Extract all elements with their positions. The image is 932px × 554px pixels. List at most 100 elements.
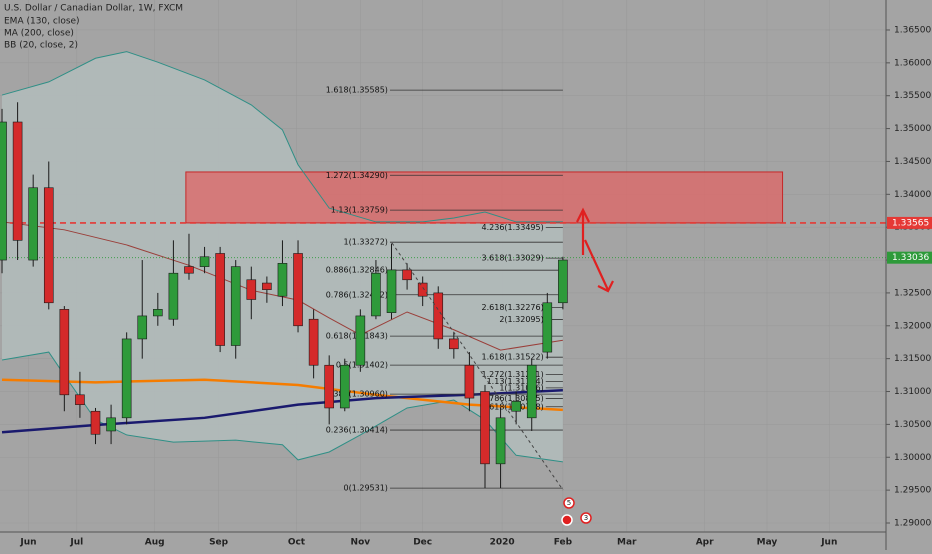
candle-body xyxy=(262,282,272,290)
y-tick-label: 1.34500 xyxy=(894,157,931,167)
candle-body xyxy=(106,417,116,432)
y-tick-label: 1.29000 xyxy=(894,518,931,528)
candle-body xyxy=(433,292,444,340)
y-tick-label: 1.32500 xyxy=(894,288,931,298)
fib-label: 1.13(1.33759) xyxy=(331,206,388,215)
fib-label: 0(1.29531) xyxy=(344,484,388,493)
candle-body xyxy=(526,364,537,419)
candle-body xyxy=(495,417,506,465)
y-tick-label: 1.35500 xyxy=(894,91,931,101)
x-tick-label: May xyxy=(757,538,778,548)
y-tick-label: 1.30500 xyxy=(894,420,931,430)
legend-entry: EMA (130, close) xyxy=(4,17,80,27)
candle-body xyxy=(137,315,148,340)
x-tick-label: Dec xyxy=(413,538,432,548)
x-tick-label: Jul xyxy=(69,538,83,548)
candle-body xyxy=(43,187,54,304)
candle-body xyxy=(449,338,459,350)
chart-title: U.S. Dollar / Canadian Dollar, 1W, FXCM xyxy=(4,4,183,14)
candle-body xyxy=(230,266,241,346)
fib-label: 1.272(1.31261) xyxy=(482,370,544,379)
candle-body xyxy=(324,364,334,409)
price-tag-label: 1.33036 xyxy=(892,253,929,263)
candle-body xyxy=(480,391,490,465)
fib-label: 3.618(1.33029) xyxy=(482,254,544,263)
candle-body xyxy=(199,256,210,267)
fib-label: 1.618(1.31522) xyxy=(482,353,544,362)
candle-body xyxy=(371,272,381,317)
x-tick-label: Mar xyxy=(617,538,637,548)
candle-body xyxy=(121,338,132,419)
candle-body xyxy=(417,282,428,297)
indicator-line xyxy=(1,221,563,351)
y-tick-label: 1.35000 xyxy=(894,124,931,134)
candle-body xyxy=(355,315,366,366)
down-arrow xyxy=(584,239,614,293)
y-tick-label: 1.29500 xyxy=(894,486,931,496)
candle-body xyxy=(184,266,194,274)
fib-label: 0.786(1.32472) xyxy=(326,290,388,299)
candle-body xyxy=(153,309,163,317)
resistance-zone xyxy=(185,171,784,224)
x-tick-label: Feb xyxy=(554,538,573,548)
y-tick-label: 1.30000 xyxy=(894,453,931,463)
event-icon[interactable] xyxy=(561,514,573,526)
candle-body xyxy=(12,121,23,241)
candle-body xyxy=(246,279,257,300)
y-tick-label: 1.36500 xyxy=(894,25,931,35)
event-icon[interactable] xyxy=(563,497,575,509)
candle-body xyxy=(402,269,412,281)
up-arrow xyxy=(576,207,590,255)
fib-label: 1(1.33272) xyxy=(344,238,388,247)
candle-body xyxy=(293,253,303,327)
fib-label: 1(1.31056) xyxy=(499,383,543,392)
legend-entry: MA (200, close) xyxy=(4,29,74,39)
x-tick-label: Oct xyxy=(288,538,306,548)
event-count: 3 xyxy=(584,514,588,522)
event-count: 5 xyxy=(567,499,571,507)
candle-body xyxy=(75,394,85,405)
candle-body xyxy=(215,253,225,346)
candle-body xyxy=(542,302,553,353)
legend-entry: BB (20, close, 2) xyxy=(4,41,78,51)
y-tick-label: 1.34000 xyxy=(894,190,931,200)
x-tick-label: 2020 xyxy=(490,538,515,548)
event-markers[interactable]: 5 3 xyxy=(561,497,592,526)
candle-body xyxy=(511,401,521,412)
event-icon[interactable] xyxy=(580,512,592,524)
candle-body xyxy=(28,187,38,261)
candle-body xyxy=(386,269,397,313)
candle-body xyxy=(0,121,7,261)
fib-label: 0.382(1.30960) xyxy=(326,390,388,399)
forecast-arrows xyxy=(576,207,614,293)
trend-line xyxy=(391,242,564,491)
candle-body xyxy=(464,364,475,399)
fib-label: 1.272(1.34290) xyxy=(326,171,388,180)
band-line xyxy=(1,51,563,223)
y-tick-label: 1.31500 xyxy=(894,354,931,364)
fib-label: 1.13(1.31154) xyxy=(487,377,544,386)
y-tick-label: 1.31000 xyxy=(894,387,931,397)
fib-label: 0.236(1.30414) xyxy=(326,426,388,435)
candle-body xyxy=(277,263,288,297)
y-tick-label: 1.36000 xyxy=(894,58,931,68)
candle-body xyxy=(339,364,350,409)
candle-body xyxy=(59,309,70,396)
fib-label: 0.786(1.30895) xyxy=(482,394,544,403)
fib-label: 0.886(1.32846) xyxy=(326,266,388,275)
price-tag xyxy=(887,251,932,264)
x-tick-label: Apr xyxy=(696,538,714,548)
x-tick-label: Jun xyxy=(19,538,36,548)
fib-label: 2.618(1.32276) xyxy=(482,303,544,312)
x-tick-label: Jun xyxy=(820,538,837,548)
x-tick-label: Nov xyxy=(351,538,371,548)
candle-body xyxy=(308,318,319,366)
fib-label: 2(1.32095) xyxy=(499,315,543,324)
candle-body xyxy=(558,259,568,304)
candle-body xyxy=(168,272,179,320)
y-tick-label: 1.32000 xyxy=(894,321,931,331)
fib-label: 4.236(1.33495) xyxy=(482,223,544,232)
price-tag xyxy=(887,216,932,229)
fib-label: 1.618(1.35585) xyxy=(326,86,388,95)
